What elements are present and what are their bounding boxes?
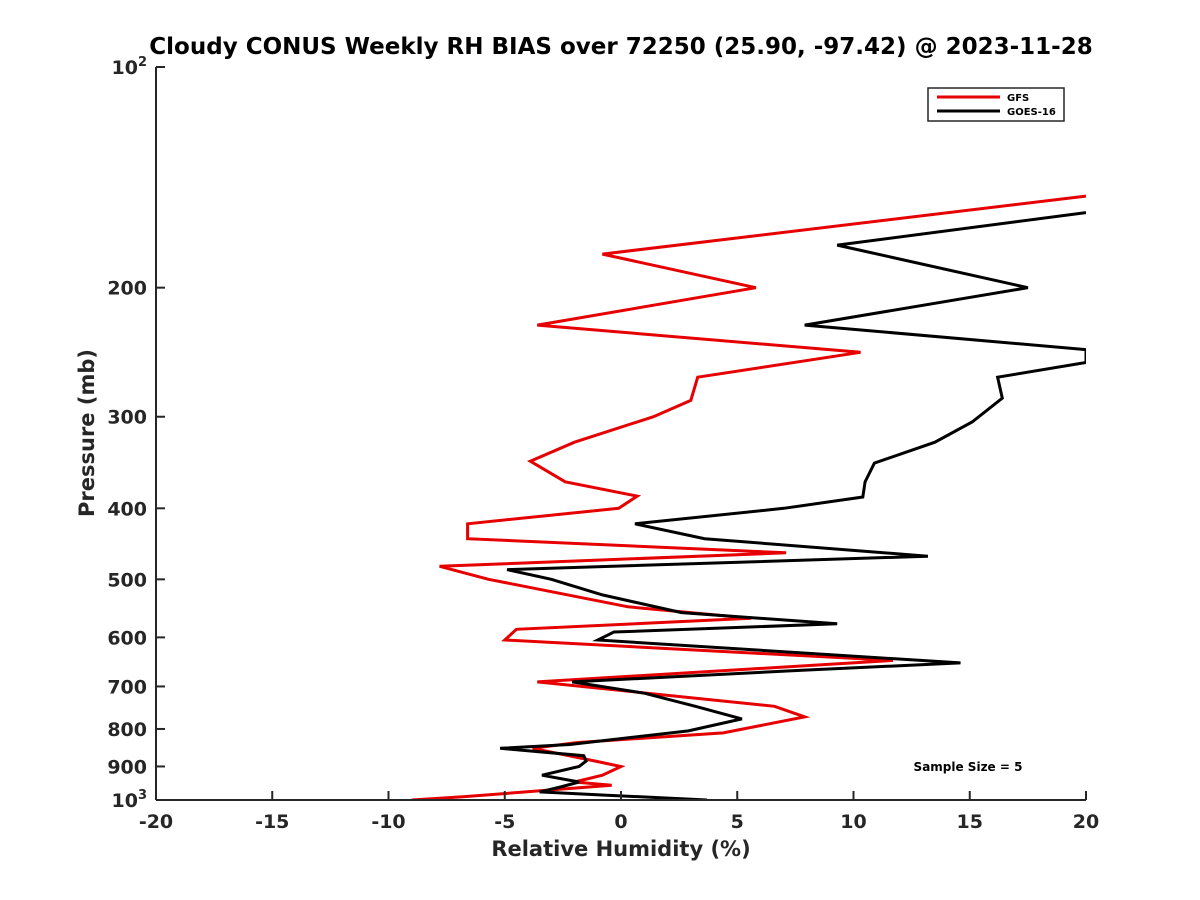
y-axis-ticks: 102 200 300 400 500 600 700 800 900 103 [107, 55, 165, 812]
y-tick-label: 800 [107, 719, 147, 741]
x-axis-label: Relative Humidity (%) [491, 837, 750, 861]
y-tick-label: 103 [112, 788, 148, 812]
y-tick-label: 102 [112, 55, 148, 79]
x-tick-label: -15 [255, 811, 289, 833]
x-axis-ticks: -20 -15 -10 -5 0 5 10 15 20 [139, 791, 1099, 833]
y-tick-label: 900 [107, 756, 147, 778]
x-tick-label: 20 [1073, 811, 1099, 833]
legend-label: GFS [1007, 93, 1029, 104]
series-line-goes-16 [499, 211, 1086, 800]
plot-lines [411, 194, 1086, 800]
y-tick-label: 200 [107, 278, 147, 300]
x-tick-label: -5 [494, 811, 515, 833]
series-line-gfs [411, 194, 1086, 800]
legend-box [927, 87, 1065, 122]
x-tick-label: 0 [614, 811, 627, 833]
x-tick-label: 5 [731, 811, 744, 833]
y-tick-label: 600 [107, 627, 147, 649]
x-tick-label: 10 [840, 811, 866, 833]
legend: GFS GOES-16 [927, 87, 1065, 122]
y-axis-label: Pressure (mb) [75, 349, 99, 517]
x-tick-label: -10 [371, 811, 405, 833]
chart-title: Cloudy CONUS Weekly RH BIAS over 72250 (… [149, 34, 1092, 60]
y-tick-label: 700 [107, 676, 147, 698]
x-tick-label: -20 [139, 811, 173, 833]
y-tick-label: 400 [107, 498, 147, 520]
y-tick-label: 300 [107, 407, 147, 429]
y-tick-label: 500 [107, 569, 147, 591]
sample-size-annotation: Sample Size = 5 [914, 760, 1023, 774]
x-tick-label: 15 [957, 811, 983, 833]
legend-label: GOES-16 [1007, 107, 1056, 118]
